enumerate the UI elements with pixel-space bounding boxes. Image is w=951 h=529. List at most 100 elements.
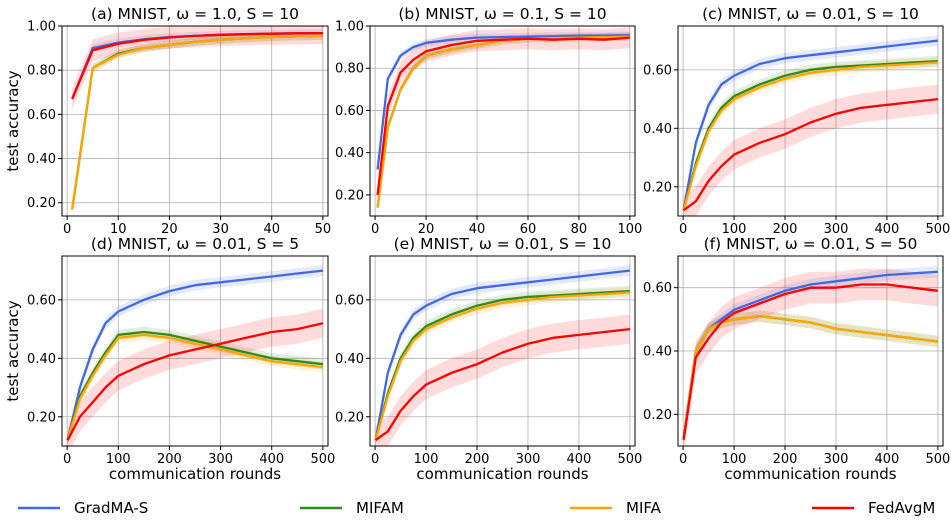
legend-label: GradMA-S (74, 499, 148, 517)
chart-title: (b) MNIST, ω = 0.1, S = 10 (398, 5, 606, 23)
x-axis-label: communication rounds (416, 465, 588, 483)
x-tick-label: 300 (824, 452, 849, 467)
y-tick-label: 0.60 (643, 63, 672, 78)
y-tick-label: 0.60 (27, 293, 56, 308)
chart-panel-4: 0 100 200 300 400 500 0.20 0.40 0.60 (d) MNIST, ω… (4, 235, 335, 483)
series-band (375, 314, 630, 446)
x-tick-label: 100 (722, 222, 747, 237)
y-tick-label: 0.20 (643, 408, 672, 423)
series-band (683, 268, 938, 446)
x-tick-label: 80 (571, 222, 588, 237)
y-tick-label: 0.20 (335, 410, 364, 425)
series-band (683, 84, 938, 216)
x-tick-label: 0 (63, 452, 71, 467)
x-tick-label: 40 (469, 222, 486, 237)
series-line (376, 36, 630, 196)
chart-panel-5: 0 100 200 300 400 500 0.20 0.40 0.60 (e) MNIST, ω… (335, 235, 642, 483)
chart-title: (d) MNIST, ω = 0.01, S = 5 (91, 235, 299, 253)
series-line (71, 31, 323, 100)
x-tick-label: 0 (371, 222, 379, 237)
y-tick-label: 1.00 (335, 20, 364, 35)
x-tick-label: 400 (567, 452, 592, 467)
series-band (683, 310, 938, 446)
x-axis-label: communication rounds (109, 465, 281, 483)
x-tick-label: 60 (520, 222, 537, 237)
series-line (66, 322, 324, 441)
legend: GradMA-S MIFAM MIFA FedAvgM (18, 499, 935, 517)
x-tick-label: 100 (414, 452, 439, 467)
series-line (682, 97, 939, 212)
x-tick-label: 20 (418, 222, 435, 237)
x-tick-label: 200 (465, 452, 490, 467)
plot-frame (369, 255, 636, 447)
legend-label: MIFA (626, 499, 662, 517)
chart-panel-3: 0 100 200 300 400 500 0.20 0.40 0.60 (c) MNIST, ω… (643, 5, 950, 237)
x-tick-label: 500 (310, 452, 335, 467)
chart-panel-2: 0 20 40 60 80 100 0.20 0.40 0.60 0.80 1.00 (b) MNIS… (335, 5, 642, 237)
chart-title: (c) MNIST, ω = 0.01, S = 10 (702, 5, 919, 23)
x-tick-label: 400 (875, 222, 900, 237)
legend-item: MIFAM (300, 499, 404, 517)
x-tick-label: 500 (925, 452, 950, 467)
series-line (374, 289, 630, 441)
series-line (682, 59, 938, 211)
series-line (376, 34, 630, 170)
x-tick-label: 100 (722, 452, 747, 467)
series-line (66, 330, 324, 441)
y-tick-label: 0.20 (643, 180, 672, 195)
legend-item: FedAvgM (812, 499, 935, 517)
x-tick-label: 300 (516, 452, 541, 467)
x-tick-label: 200 (773, 222, 798, 237)
y-tick-label: 0.80 (335, 62, 364, 77)
x-tick-label: 0 (371, 452, 379, 467)
plot-frame (61, 255, 329, 447)
y-tick-label: 0.40 (643, 345, 672, 360)
y-tick-label: 0.40 (335, 146, 364, 161)
x-tick-label: 0 (63, 222, 71, 237)
x-tick-label: 20 (161, 222, 178, 237)
y-axis-label: test accuracy (4, 300, 22, 401)
y-tick-label: 0.60 (643, 281, 672, 296)
series-band (377, 27, 630, 206)
chart-panel-1: 0 10 20 30 40 50 0.20 0.40 0.60 0.80 1.00 (a) MNIST… (4, 5, 331, 237)
x-tick-label: 400 (875, 452, 900, 467)
y-tick-label: 0.20 (27, 410, 56, 425)
series-line (374, 269, 631, 441)
x-tick-label: 30 (212, 222, 229, 237)
chart-panel-6: 0 100 200 300 400 500 0.20 0.40 0.60 (f) MNIST, ω… (643, 235, 950, 483)
series-line (374, 291, 630, 441)
plot-frame (369, 25, 636, 217)
series-band (67, 265, 323, 446)
legend-item: GradMA-S (18, 499, 148, 517)
chart-title: (e) MNIST, ω = 0.01, S = 10 (394, 235, 612, 253)
y-tick-label: 0.20 (335, 188, 364, 203)
x-tick-label: 500 (617, 452, 642, 467)
y-axis-label: test accuracy (4, 70, 22, 171)
y-tick-label: 0.60 (27, 108, 56, 123)
series-line (374, 327, 631, 442)
series-line (682, 39, 939, 211)
x-tick-label: 400 (259, 452, 284, 467)
series-band (683, 57, 938, 216)
x-tick-label: 0 (679, 222, 687, 237)
legend-label: FedAvgM (868, 499, 935, 517)
y-tick-label: 1.00 (27, 20, 56, 35)
y-tick-label: 0.40 (335, 352, 364, 367)
chart-title: (f) MNIST, ω = 0.01, S = 50 (704, 235, 918, 253)
plot-frame (61, 25, 329, 217)
y-tick-label: 0.40 (27, 152, 56, 167)
x-axis-label: communication rounds (724, 465, 896, 483)
y-tick-label: 0.80 (27, 64, 56, 79)
x-tick-label: 40 (263, 222, 280, 237)
y-tick-label: 0.40 (643, 122, 672, 137)
plot-frame (677, 25, 944, 217)
series-line (71, 34, 323, 210)
y-tick-label: 0.20 (27, 196, 56, 211)
series-line (66, 269, 324, 441)
series-band (683, 310, 938, 446)
series-band (72, 26, 323, 110)
x-tick-label: 50 (315, 222, 332, 237)
legend-label: MIFAM (356, 499, 404, 517)
series-line (66, 333, 324, 441)
